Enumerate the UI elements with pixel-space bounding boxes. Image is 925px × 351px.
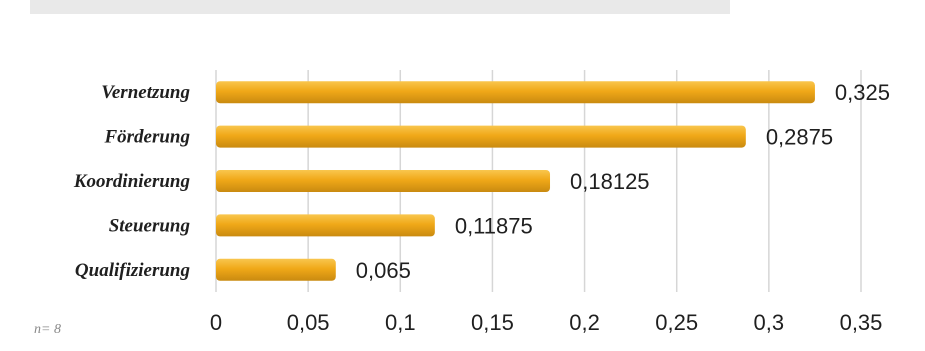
category-label: Vernetzung xyxy=(101,82,190,103)
labels: 0 0,05 0,1 0,15 0,2 0,25 0,3 0,35 Vernetzung 0,32… xyxy=(73,80,890,335)
category-label: Qualifizierung xyxy=(75,260,190,281)
data-label: 0,18125 xyxy=(570,169,650,194)
x-tick-label: 0,1 xyxy=(385,310,416,335)
category-label: Förderung xyxy=(103,127,190,148)
bars xyxy=(216,81,815,281)
x-tick-label: 0,05 xyxy=(287,310,330,335)
x-tick-label: 0 xyxy=(210,310,222,335)
x-tick-label: 0,35 xyxy=(840,310,883,335)
x-tick-label: 0,3 xyxy=(754,310,785,335)
x-tick-label: 0,25 xyxy=(655,310,698,335)
bar xyxy=(216,125,746,148)
sample-size-note: n= 8 xyxy=(34,322,61,337)
category-label: Koordinierung xyxy=(73,171,190,192)
data-label: 0,325 xyxy=(835,80,890,105)
bar xyxy=(216,214,435,237)
category-label: Steuerung xyxy=(109,215,190,236)
bar xyxy=(216,170,551,192)
data-label: 0,065 xyxy=(356,258,411,283)
data-label: 0,11875 xyxy=(455,213,533,238)
bar xyxy=(216,258,336,281)
x-tick-label: 0,15 xyxy=(471,310,514,335)
cropped-title-strip xyxy=(30,0,730,14)
data-label: 0,2875 xyxy=(766,125,833,150)
x-tick-label: 0,2 xyxy=(569,310,600,335)
bar xyxy=(216,81,815,104)
